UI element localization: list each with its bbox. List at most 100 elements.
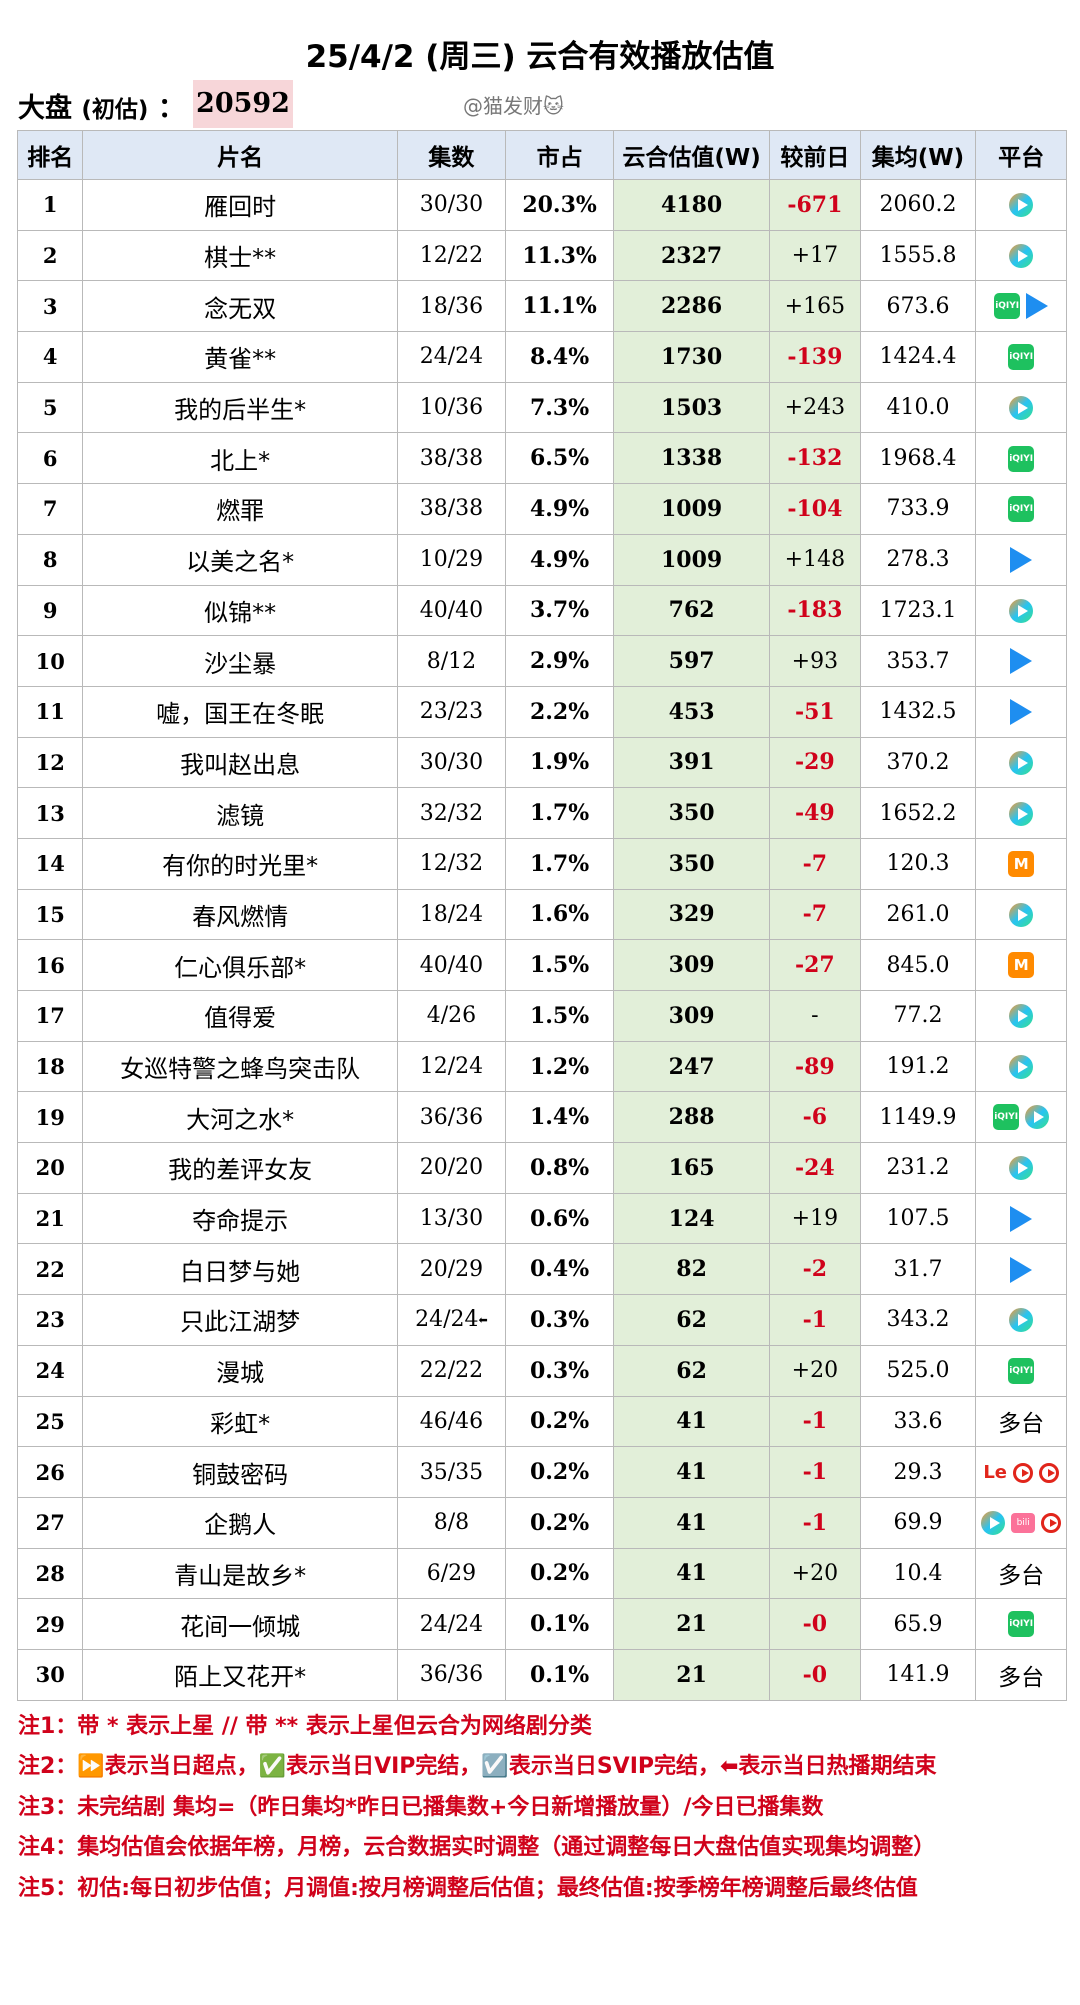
cell-eps: 24/24 <box>396 1598 506 1650</box>
cell-eps: 4/26 <box>396 990 506 1042</box>
youku-icon <box>1026 293 1049 320</box>
cell-rank: 12 <box>16 736 84 789</box>
column-header: 较前日 <box>769 130 861 180</box>
tencent-video-icon <box>1009 598 1034 623</box>
cell-share: 1.6% <box>504 888 615 941</box>
cell-prev: -104 <box>769 483 861 535</box>
cell-est: 350 <box>613 837 771 890</box>
cell-platform: iQIYI <box>975 331 1067 383</box>
table-row: 24 漫城 22/22 0.3% 62 +20 525.0 iQIYI <box>16 1344 1067 1397</box>
cell-avg: 1652.2 <box>859 787 977 839</box>
table-row: 23 只此江湖梦 24/24⬅ 0.3% 62 -1 343.2 <box>16 1294 1067 1346</box>
cell-name: 陌上又花开* <box>82 1648 398 1701</box>
cell-share: 11.3% <box>504 229 615 282</box>
cell-eps: 12/22 <box>396 229 506 282</box>
cell-platform <box>975 990 1067 1042</box>
tencent-video-icon <box>981 1511 1006 1536</box>
cell-prev: -29 <box>769 736 861 789</box>
cell-eps: 18/36 <box>396 280 506 333</box>
tencent-video-icon <box>1009 244 1034 269</box>
cell-platform: iQIYI <box>975 1091 1067 1144</box>
youku-icon <box>1010 1205 1033 1232</box>
cell-name: 我的差评女友 <box>82 1142 398 1194</box>
cell-rank: 19 <box>16 1091 84 1144</box>
cell-est: 21 <box>613 1598 771 1650</box>
tencent-video-icon <box>1009 750 1034 775</box>
cell-name: 值得爱 <box>82 990 398 1042</box>
cell-rank: 21 <box>16 1192 84 1245</box>
cell-avg: 525.0 <box>859 1344 977 1397</box>
cell-est: 62 <box>613 1294 771 1346</box>
cell-est: 4180 <box>613 179 771 231</box>
cell-eps: 46/46 <box>396 1395 506 1448</box>
cell-avg: 191.2 <box>859 1040 977 1093</box>
cell-share: 0.4% <box>504 1243 615 1296</box>
cell-name: 滤镜 <box>82 787 398 839</box>
cell-avg: 733.9 <box>859 483 977 535</box>
cell-platform <box>975 1192 1067 1245</box>
cell-share: 0.1% <box>504 1598 615 1650</box>
cell-eps: 38/38 <box>396 483 506 535</box>
cell-prev: +20 <box>769 1547 861 1600</box>
page-title: 25/4/2 (周三) 云合有效播放估值 <box>305 39 775 75</box>
cell-platform <box>975 1040 1067 1093</box>
cell-eps: 10/36 <box>396 381 506 434</box>
cell-avg: 1432.5 <box>859 685 977 738</box>
note-line: 注3：未完结剧 集均=（昨日集均*昨日已播集数+今日新增播放量）/今日已播集数 <box>18 1794 824 1820</box>
cell-rank: 10 <box>16 635 84 687</box>
table-row: 10 沙尘暴 8/12 2.9% 597 +93 353.7 <box>16 635 1067 687</box>
cell-eps: 40/40 <box>396 939 506 991</box>
cell-avg: 1424.4 <box>859 331 977 383</box>
cell-platform <box>975 635 1067 687</box>
cell-name: 夺命提示 <box>82 1192 398 1245</box>
table-row: 7 燃罪 38/38 4.9% 1009 -104 733.9 iQIYI <box>16 483 1067 535</box>
cell-est: 41 <box>613 1446 771 1498</box>
cell-share: 0.6% <box>504 1192 615 1245</box>
cell-est: 1338 <box>613 432 771 485</box>
cell-name: 企鹅人 <box>82 1496 398 1549</box>
cell-name: 以美之名* <box>82 533 398 586</box>
cell-platform: 多台 <box>975 1648 1067 1701</box>
cell-prev: -0 <box>769 1648 861 1701</box>
cell-share: 2.9% <box>504 635 615 687</box>
cell-platform: M <box>975 939 1067 991</box>
cell-platform: iQIYI <box>975 432 1067 485</box>
table-row: 26 铜鼓密码 35/35 0.2% 41 -1 29.3 Le <box>16 1446 1067 1498</box>
cell-platform <box>975 1142 1067 1194</box>
cell-platform <box>975 787 1067 839</box>
cell-name: 女巡特警之蜂鸟突击队 <box>82 1040 398 1093</box>
cell-share: 1.5% <box>504 990 615 1042</box>
table-row: 27 企鹅人 8/8 0.2% 41 -1 69.9 bili <box>16 1496 1067 1549</box>
cell-avg: 29.3 <box>859 1446 977 1498</box>
table-row: 20 我的差评女友 20/20 0.8% 165 -24 231.2 <box>16 1142 1067 1194</box>
cell-avg: 278.3 <box>859 533 977 586</box>
multi-platform-label: 多台 <box>998 1664 1045 1691</box>
cell-avg: 69.9 <box>859 1496 977 1549</box>
cell-prev: -24 <box>769 1142 861 1194</box>
table-row: 3 念无双 18/36 11.1% 2286 +165 673.6 iQIYI <box>16 280 1067 333</box>
cell-name: 嘘，国王在冬眠 <box>82 685 398 738</box>
youku-icon <box>1010 648 1033 675</box>
cell-avg: 120.3 <box>859 837 977 890</box>
cell-share: 0.2% <box>504 1446 615 1498</box>
cell-avg: 343.2 <box>859 1294 977 1346</box>
note-line: 注5：初估:每日初步估值；月调值:按月榜调整后估值；最终估值:按季榜年榜调整后最… <box>18 1875 918 1901</box>
play-circle-icon <box>1013 1462 1034 1483</box>
cell-avg: 141.9 <box>859 1648 977 1701</box>
cell-share: 7.3% <box>504 381 615 434</box>
cell-eps: 13/30 <box>396 1192 506 1245</box>
column-header: 集数 <box>396 130 506 180</box>
cell-prev: +20 <box>769 1344 861 1397</box>
cell-platform: M <box>975 837 1067 890</box>
table-row: 28 青山是故乡* 6/29 0.2% 41 +20 10.4 多台 <box>16 1547 1067 1600</box>
table-row: 5 我的后半生* 10/36 7.3% 1503 +243 410.0 <box>16 381 1067 434</box>
cell-eps: 20/20 <box>396 1142 506 1194</box>
cell-share: 1.7% <box>504 837 615 890</box>
cell-prev: - <box>769 990 861 1042</box>
note-line: 注1：带 * 表示上星 // 带 ** 表示上星但云合为网络剧分类 <box>18 1713 592 1739</box>
cell-rank: 15 <box>16 888 84 941</box>
cell-share: 20.3% <box>504 179 615 231</box>
cell-rank: 29 <box>16 1598 84 1650</box>
cell-est: 62 <box>613 1344 771 1397</box>
cell-rank: 25 <box>16 1395 84 1448</box>
